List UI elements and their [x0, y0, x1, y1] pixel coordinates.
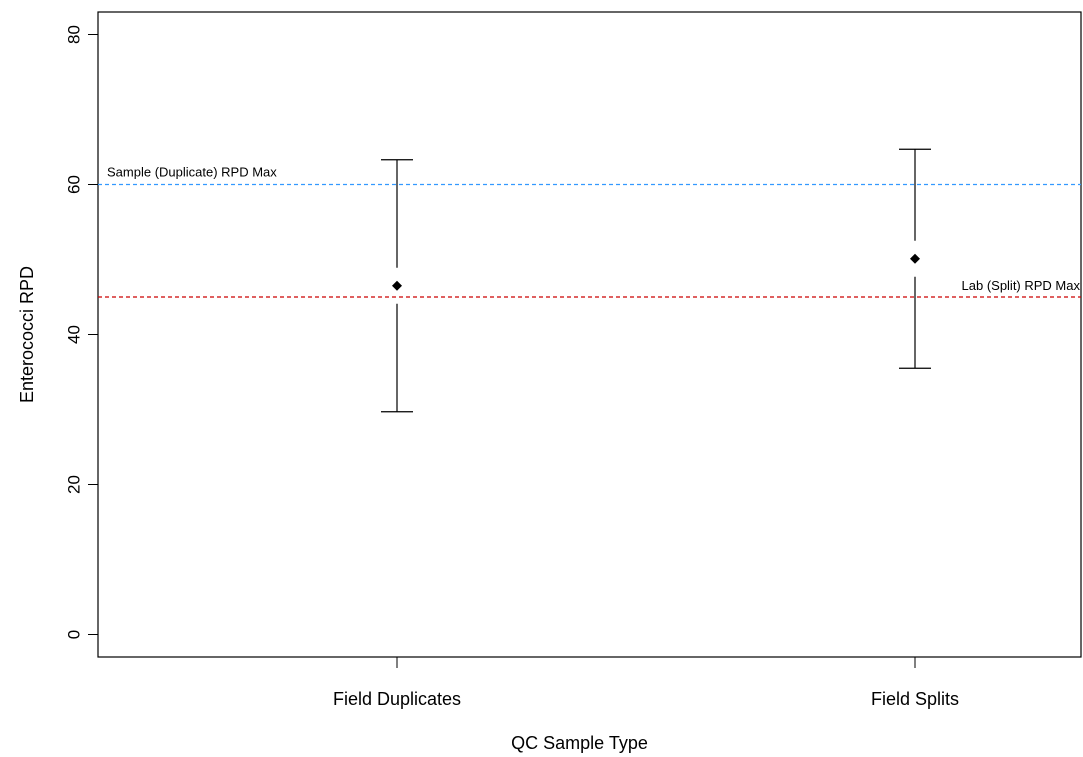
- reference-line-label-0: Sample (Duplicate) RPD Max: [107, 165, 277, 180]
- y-tick-label-80: 80: [65, 25, 84, 44]
- plot-frame: [97, 11, 1082, 658]
- y-axis-title: Enterococci RPD: [17, 266, 37, 403]
- y-tick-label-60: 60: [65, 175, 84, 194]
- y-tick-label-40: 40: [65, 325, 84, 344]
- mean-point-1: [910, 253, 920, 264]
- y-tick-label-0: 0: [65, 630, 84, 639]
- x-category-label-0: Field Duplicates: [333, 689, 461, 709]
- mean-point-0: [392, 280, 402, 291]
- y-tick-label-20: 20: [65, 475, 84, 494]
- x-category-label-1: Field Splits: [871, 689, 959, 709]
- x-axis-title: QC Sample Type: [511, 733, 648, 753]
- reference-line-label-1: Lab (Split) RPD Max: [962, 278, 1081, 293]
